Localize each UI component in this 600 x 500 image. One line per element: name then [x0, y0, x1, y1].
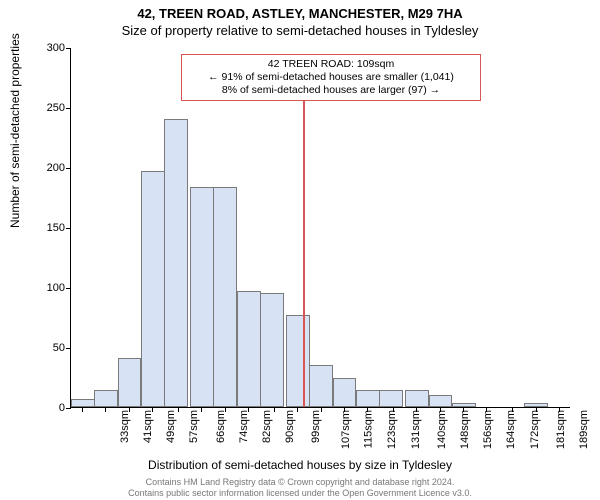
- histogram-bar: [405, 390, 429, 407]
- ytick-mark: [66, 348, 71, 349]
- marker-line: [303, 97, 305, 407]
- histogram-bar: [356, 390, 380, 407]
- xtick-label: 66sqm: [215, 410, 227, 443]
- histogram-bar: [141, 171, 165, 407]
- xtick-label: 107sqm: [340, 410, 352, 449]
- footer-line1: Contains HM Land Registry data © Crown c…: [0, 477, 600, 487]
- annotation-box: 42 TREEN ROAD: 109sqm ← 91% of semi-deta…: [181, 54, 481, 101]
- ytick-label: 300: [47, 42, 65, 54]
- histogram-bar: [71, 399, 95, 407]
- histogram-bar: [333, 378, 357, 407]
- xtick-label: 82sqm: [261, 410, 273, 443]
- title-line2: Size of property relative to semi-detach…: [0, 23, 600, 38]
- annotation-line1: 42 TREEN ROAD: 109sqm: [188, 58, 474, 71]
- xtick-label: 140sqm: [436, 410, 448, 449]
- xtick-label: 148sqm: [459, 410, 471, 449]
- xtick-label: 99sqm: [311, 410, 323, 443]
- xtick-label: 90sqm: [284, 410, 296, 443]
- annotation-line2: ← 91% of semi-detached houses are smalle…: [188, 71, 474, 84]
- xtick-label: 74sqm: [238, 410, 250, 443]
- ytick-label: 0: [59, 402, 65, 414]
- xtick-label: 181sqm: [555, 410, 567, 449]
- title-line1: 42, TREEN ROAD, ASTLEY, MANCHESTER, M29 …: [0, 6, 600, 21]
- histogram-bar: [260, 293, 284, 407]
- ytick-label: 150: [47, 222, 65, 234]
- histogram-bar: [286, 315, 310, 407]
- x-axis-label: Distribution of semi-detached houses by …: [0, 458, 600, 472]
- xtick-mark: [105, 407, 106, 412]
- ytick-label: 50: [53, 342, 65, 354]
- footer-text: Contains HM Land Registry data © Crown c…: [0, 477, 600, 498]
- xtick-label: 123sqm: [386, 410, 398, 449]
- y-axis-label: Number of semi-detached properties: [8, 33, 22, 228]
- histogram-bar: [379, 390, 403, 407]
- xtick-mark: [274, 407, 275, 412]
- ytick-label: 100: [47, 282, 65, 294]
- xtick-label: 172sqm: [529, 410, 541, 449]
- histogram-bar: [213, 187, 237, 407]
- histogram-bar: [94, 390, 118, 407]
- ytick-mark: [66, 108, 71, 109]
- xtick-mark: [297, 407, 298, 412]
- xtick-label: 156sqm: [482, 410, 494, 449]
- ytick-mark: [66, 168, 71, 169]
- xtick-label: 115sqm: [362, 410, 374, 448]
- ytick-label: 200: [47, 162, 65, 174]
- xtick-label: 49sqm: [165, 410, 177, 443]
- xtick-label: 131sqm: [410, 410, 422, 449]
- xtick-label: 41sqm: [142, 410, 154, 443]
- ytick-mark: [66, 408, 71, 409]
- histogram-bar: [237, 291, 261, 407]
- plot-area: 42 TREEN ROAD: 109sqm ← 91% of semi-deta…: [70, 48, 570, 408]
- xtick-label: 189sqm: [578, 410, 590, 449]
- xtick-label: 57sqm: [188, 410, 200, 443]
- annotation-line3: 8% of semi-detached houses are larger (9…: [188, 84, 474, 97]
- title-block: 42, TREEN ROAD, ASTLEY, MANCHESTER, M29 …: [0, 6, 600, 38]
- ytick-label: 250: [47, 102, 65, 114]
- xtick-label: 164sqm: [506, 410, 518, 449]
- xtick-mark: [201, 407, 202, 412]
- ytick-mark: [66, 48, 71, 49]
- footer-line2: Contains public sector information licen…: [0, 488, 600, 498]
- histogram-bar: [309, 365, 333, 407]
- histogram-bar: [190, 187, 214, 407]
- ytick-mark: [66, 288, 71, 289]
- xtick-mark: [82, 407, 83, 412]
- histogram-bar: [164, 119, 188, 407]
- chart-container: 42, TREEN ROAD, ASTLEY, MANCHESTER, M29 …: [0, 0, 600, 500]
- xtick-label: 33sqm: [119, 410, 131, 443]
- bars-layer: [71, 48, 570, 407]
- xtick-mark: [178, 407, 179, 412]
- histogram-bar: [118, 358, 142, 407]
- ytick-mark: [66, 228, 71, 229]
- histogram-bar: [429, 395, 453, 407]
